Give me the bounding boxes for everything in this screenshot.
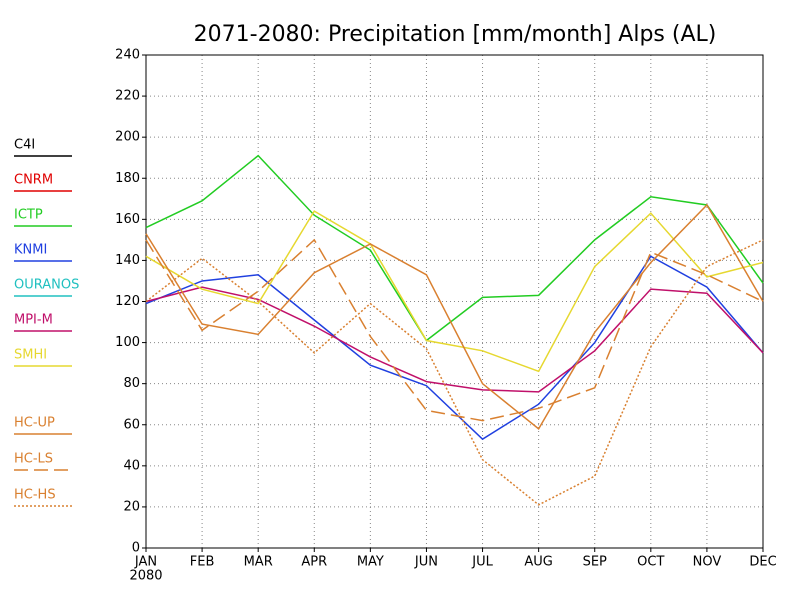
y-tick-label: 240	[115, 48, 140, 63]
x-tick-label: NOV	[693, 555, 722, 570]
y-tick-label: 160	[115, 212, 140, 227]
y-tick-label: 0	[132, 541, 140, 556]
legend-label: HC-HS	[14, 488, 56, 503]
y-tick-label: 140	[115, 253, 140, 268]
y-tick-label: 80	[123, 376, 140, 391]
x-tick-label: MAY	[357, 555, 384, 570]
legend-label: SMHI	[14, 348, 47, 363]
series-line	[145, 203, 764, 430]
y-tick-label: 200	[115, 130, 140, 145]
y-tick-label: 180	[115, 171, 140, 186]
series-line	[145, 255, 764, 441]
legend-label: OURANOS	[14, 278, 79, 293]
series-line	[145, 154, 764, 342]
x-tick-label: APR	[301, 555, 327, 570]
x-tick-label: SEP	[583, 555, 607, 570]
x-tick-label: OCT	[637, 555, 664, 570]
y-tick-label: 20	[123, 499, 140, 514]
y-tick-label: 120	[115, 294, 140, 309]
legend-label: HC-LS	[14, 452, 53, 467]
series-line	[145, 210, 764, 373]
x-tick-label: AUG	[524, 555, 552, 570]
legend-label: KNMI	[14, 243, 47, 258]
series-line	[145, 286, 764, 393]
series-line	[145, 239, 764, 506]
legend-label: MPI-M	[14, 313, 53, 328]
y-tick-label: 100	[115, 335, 140, 350]
x-sublabel: 2080	[129, 569, 162, 584]
legend-label: C4I	[14, 138, 35, 153]
x-tick-label: MAR	[244, 555, 273, 570]
x-tick-label: FEB	[190, 555, 215, 570]
chart-title: 2071-2080: Precipitation [mm/month] Alps…	[194, 22, 717, 47]
x-tick-label: JUN	[414, 555, 438, 570]
y-tick-label: 40	[123, 458, 140, 473]
legend-label: CNRM	[14, 173, 53, 188]
series-line	[145, 238, 764, 422]
x-tick-label: JUL	[471, 555, 493, 570]
x-tick-label: JAN	[134, 555, 157, 570]
legend-label: ICTP	[14, 208, 43, 223]
x-tick-label: DEC	[749, 555, 776, 570]
legend-label: HC-UP	[14, 416, 55, 431]
y-tick-label: 60	[123, 417, 140, 432]
y-tick-label: 220	[115, 89, 140, 104]
